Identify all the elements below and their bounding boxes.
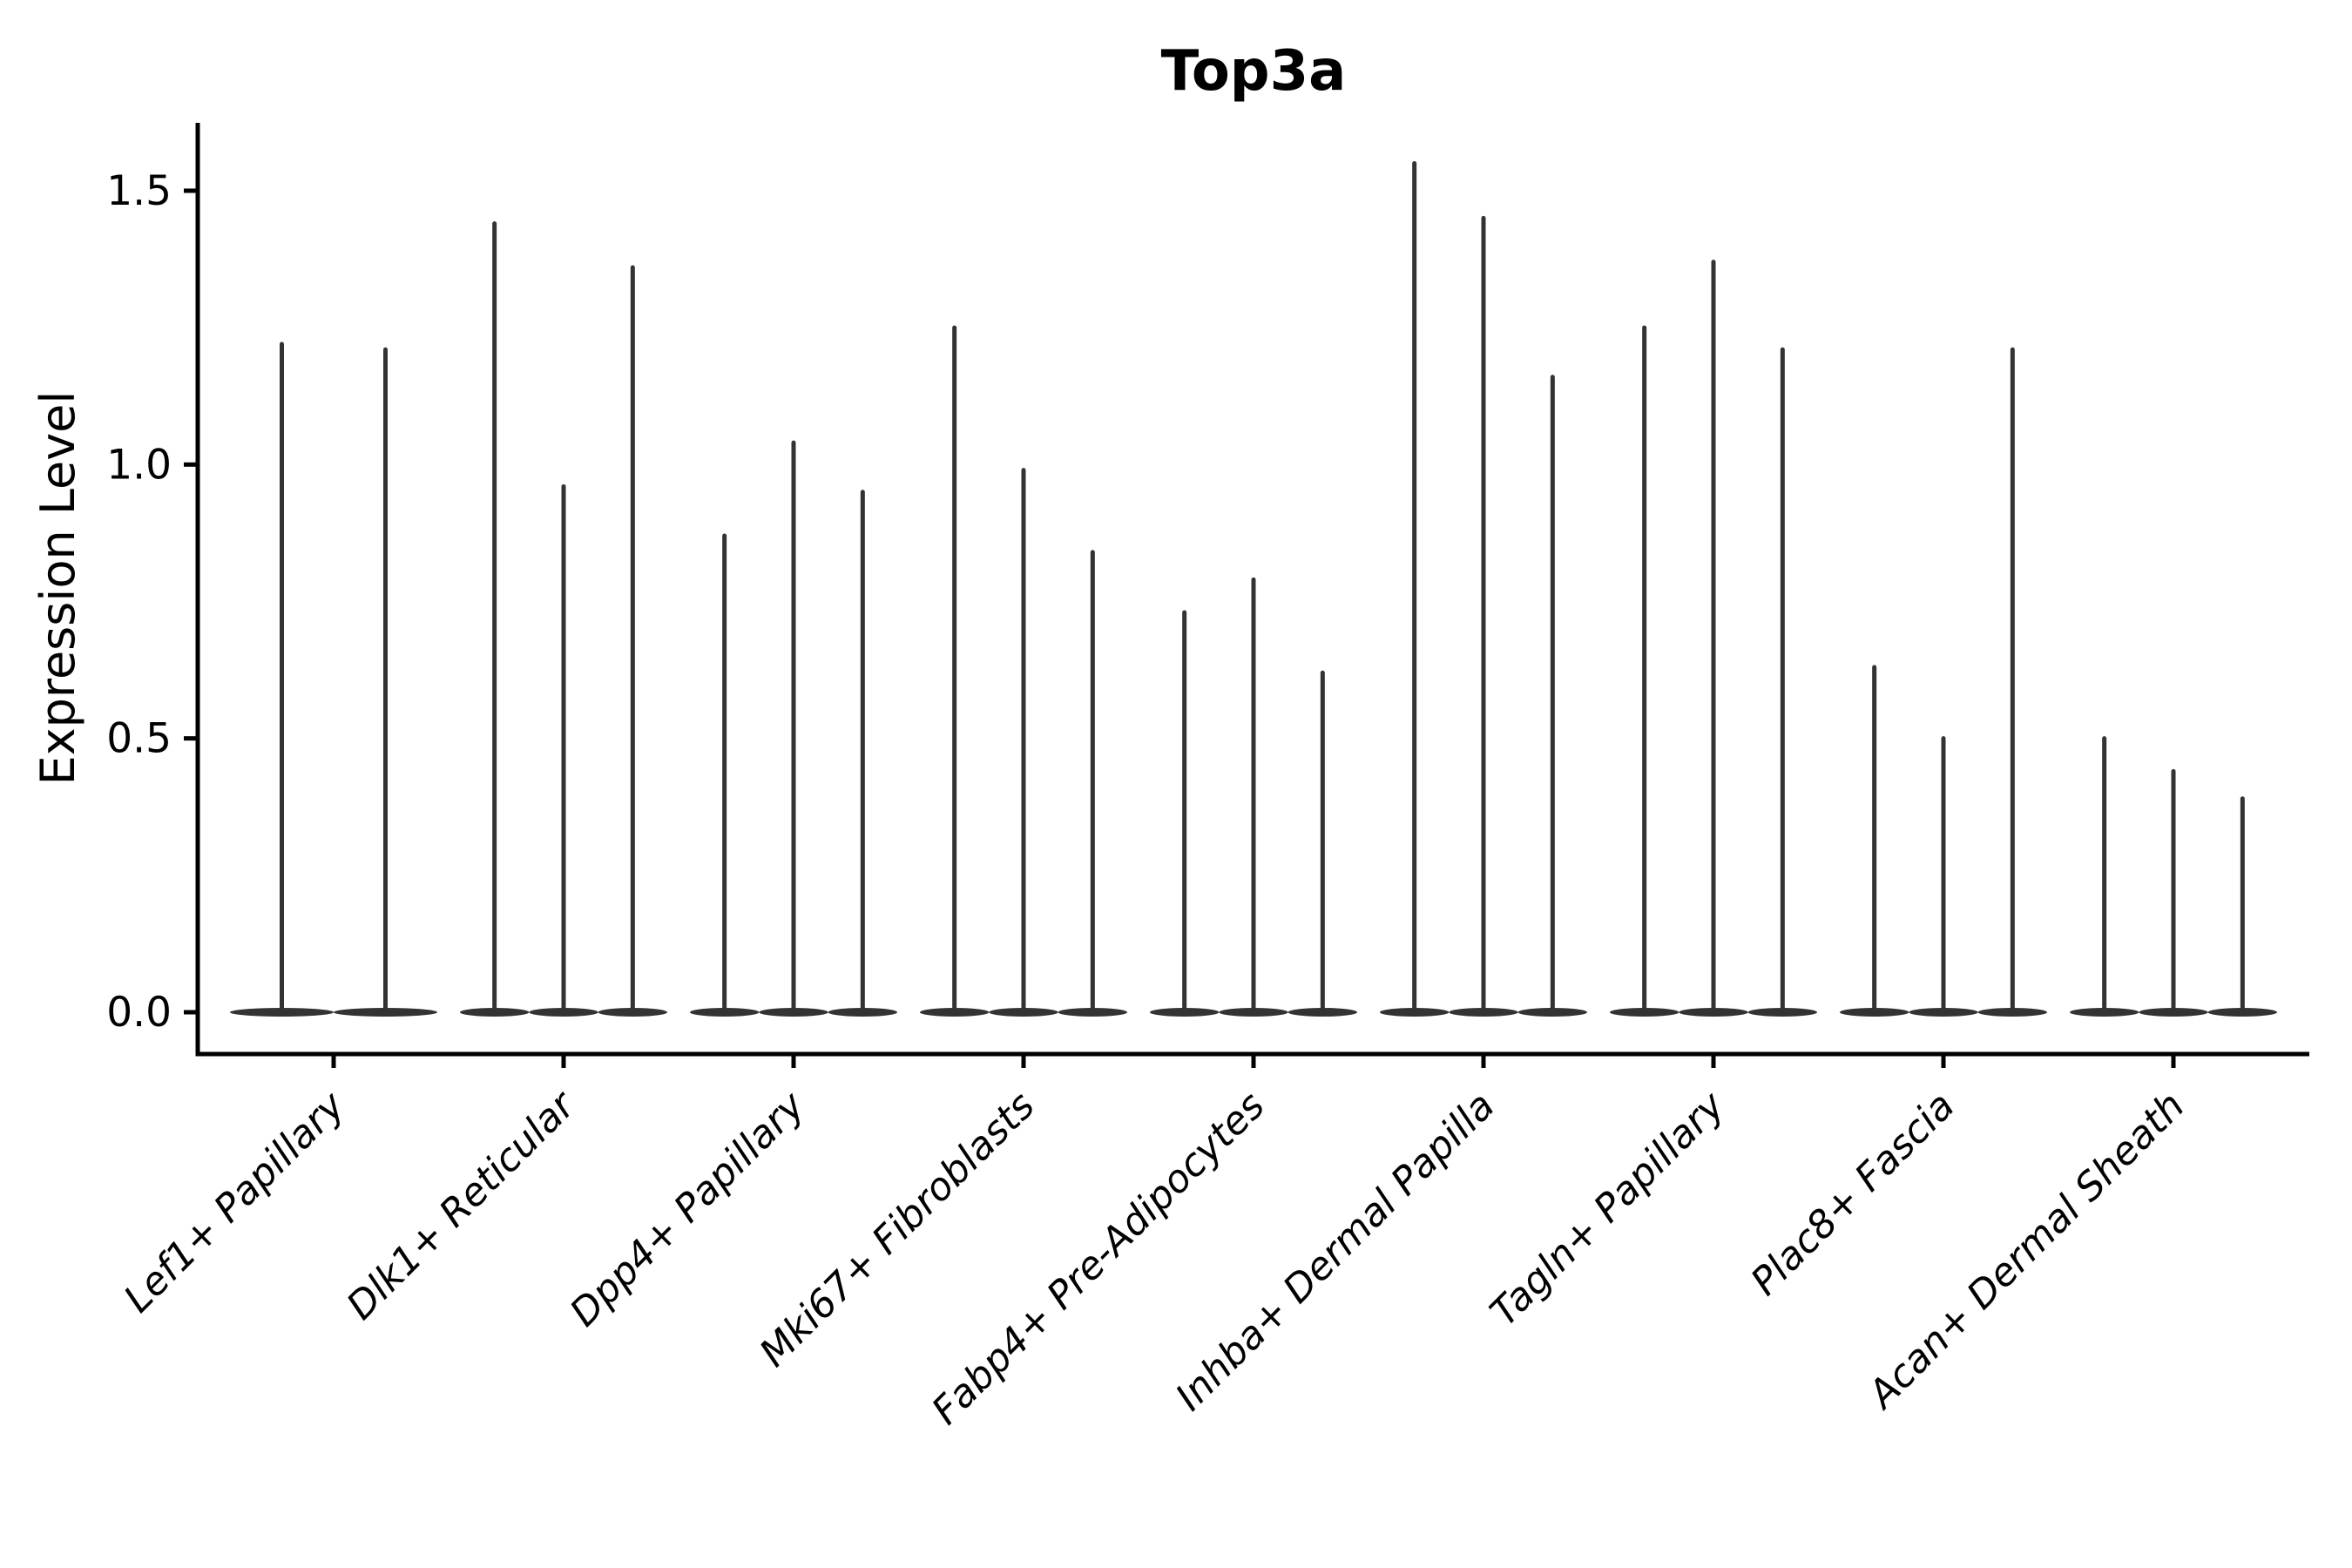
x-tick-label: Tagln+ Papillary <box>1482 1083 1734 1335</box>
violins <box>230 161 2277 1017</box>
y-tick-label: 0.0 <box>106 989 172 1037</box>
chart-title: Top3a <box>1161 39 1347 104</box>
y-tick-label: 0.5 <box>106 715 172 763</box>
x-tick-label: Dlk1+ Reticular <box>338 1082 585 1328</box>
y-axis-ticks: 0.0 0.5 1.0 1.5 <box>106 167 198 1037</box>
y-tick-label: 1.0 <box>106 441 172 489</box>
y-tick-label: 1.5 <box>106 167 172 215</box>
y-axis-title: Expression Level <box>30 391 85 786</box>
x-axis-ticks <box>331 1054 2176 1068</box>
x-tick-label: Dpp4+ Papillary <box>562 1083 814 1335</box>
x-tick-label: Lef1+ Papillary <box>116 1083 355 1321</box>
x-tick-label: Plac8+ Fascia <box>1742 1084 1963 1304</box>
